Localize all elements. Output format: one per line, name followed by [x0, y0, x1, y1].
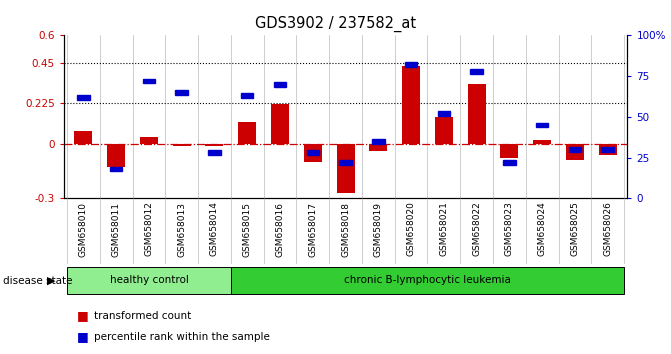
Text: GDS3902 / 237582_at: GDS3902 / 237582_at: [255, 16, 416, 32]
Text: GSM658018: GSM658018: [341, 201, 350, 257]
Text: GSM658021: GSM658021: [440, 201, 448, 256]
Text: transformed count: transformed count: [94, 311, 191, 321]
Text: GSM658012: GSM658012: [144, 201, 154, 256]
Bar: [340, 160, 352, 165]
Bar: [238, 122, 256, 144]
Text: ■: ■: [77, 309, 89, 322]
Text: GSM658019: GSM658019: [374, 201, 383, 257]
Bar: [601, 147, 614, 152]
Bar: [172, 144, 191, 146]
Bar: [274, 82, 287, 86]
Bar: [569, 147, 581, 152]
Text: ▶: ▶: [46, 276, 55, 286]
Text: disease state: disease state: [3, 276, 73, 286]
Text: GSM658022: GSM658022: [472, 201, 481, 256]
Text: GSM658016: GSM658016: [276, 201, 285, 257]
Bar: [501, 144, 519, 159]
Bar: [437, 111, 450, 116]
Text: GSM658015: GSM658015: [243, 201, 252, 257]
Bar: [566, 144, 584, 160]
Text: GSM658025: GSM658025: [570, 201, 580, 256]
Bar: [67, 267, 231, 294]
Bar: [143, 79, 155, 83]
Bar: [307, 150, 319, 155]
Bar: [536, 123, 548, 127]
Text: percentile rank within the sample: percentile rank within the sample: [94, 332, 270, 342]
Bar: [599, 144, 617, 155]
Bar: [271, 104, 289, 144]
Text: GSM658017: GSM658017: [308, 201, 317, 257]
Bar: [402, 66, 420, 144]
Bar: [241, 93, 254, 98]
Text: GSM658010: GSM658010: [79, 201, 88, 257]
Bar: [533, 140, 551, 144]
Bar: [140, 137, 158, 144]
Bar: [110, 167, 122, 171]
Bar: [304, 144, 322, 162]
Bar: [435, 117, 453, 144]
Text: GSM658011: GSM658011: [111, 201, 121, 257]
Text: GSM658023: GSM658023: [505, 201, 514, 256]
Bar: [369, 144, 387, 151]
Text: GSM658020: GSM658020: [407, 201, 415, 256]
Text: healthy control: healthy control: [109, 275, 189, 285]
Bar: [468, 84, 486, 144]
Bar: [405, 62, 417, 67]
Text: ■: ■: [77, 331, 89, 343]
Bar: [372, 139, 384, 143]
Text: GSM658026: GSM658026: [603, 201, 612, 256]
Text: GSM658014: GSM658014: [210, 201, 219, 256]
Text: GSM658013: GSM658013: [177, 201, 187, 257]
Bar: [77, 95, 90, 99]
Bar: [176, 90, 188, 95]
Bar: [337, 144, 354, 193]
Bar: [470, 69, 483, 74]
Bar: [503, 160, 515, 165]
Bar: [107, 144, 125, 167]
Bar: [231, 267, 624, 294]
Text: chronic B-lymphocytic leukemia: chronic B-lymphocytic leukemia: [344, 275, 511, 285]
Bar: [74, 131, 93, 144]
Bar: [208, 150, 221, 155]
Bar: [205, 144, 223, 146]
Text: GSM658024: GSM658024: [537, 201, 547, 256]
